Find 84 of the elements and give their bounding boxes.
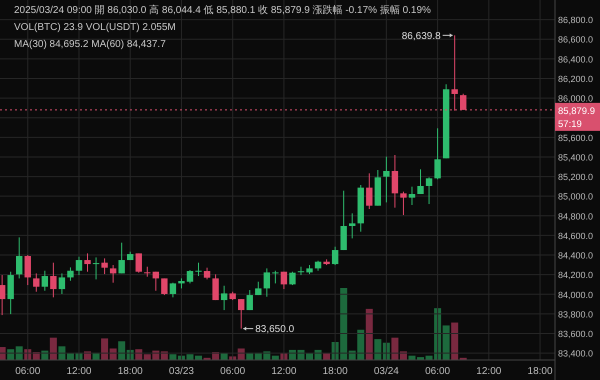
annotation: 2025/03/24 09:00 開 86,030.0 高 86,044.4 低 85,880.1 收 85,879.9 漲跌幅 -0.17% 振幅 0.19% xyxy=(14,4,432,16)
bar xyxy=(220,354,228,360)
bar xyxy=(366,308,373,360)
candlestick xyxy=(426,176,432,205)
candlestick xyxy=(0,274,6,316)
y-tick-label: 84,400.0 xyxy=(558,250,594,261)
annotation: MA(30) 84,695.2 MA(60) 84,437.7 xyxy=(14,39,166,50)
candlestick xyxy=(264,268,270,298)
candlestick xyxy=(76,256,82,276)
candlestick xyxy=(195,262,202,277)
candlestick xyxy=(178,278,185,289)
candlestick xyxy=(136,252,142,274)
candlestick xyxy=(170,282,176,298)
candlestick xyxy=(204,267,210,280)
candlestick xyxy=(67,266,74,282)
candlestick xyxy=(220,285,228,311)
y-tick-label: 86,600.0 xyxy=(558,34,594,45)
y-tick-label: 85,200.0 xyxy=(558,172,594,182)
y-tick-label: 86,000.0 xyxy=(558,94,594,104)
x-tick-label: 12:00 xyxy=(476,366,502,377)
candlestick xyxy=(349,212,356,239)
candlestick xyxy=(161,278,168,296)
y-tick-label: 86,400.0 xyxy=(558,54,594,64)
y-tick-label: 84,200.0 xyxy=(558,270,594,280)
y-tick-label: 83,400.0 xyxy=(558,348,594,359)
annotation: 83,650.0 xyxy=(255,324,295,336)
candlestick xyxy=(434,128,441,180)
candlestick xyxy=(289,271,296,286)
candlestick xyxy=(50,262,57,298)
candlestick xyxy=(33,272,40,292)
candlestick xyxy=(144,266,150,278)
candlestick xyxy=(152,271,160,292)
candlestick xyxy=(332,246,338,266)
x-tick-label: 12:00 xyxy=(271,366,297,377)
candlestick xyxy=(246,290,253,311)
ref-line-label: 85,879.9 xyxy=(558,106,595,117)
candlestick xyxy=(212,274,219,301)
candlestick xyxy=(366,172,372,210)
y-tick-label: 86,200.0 xyxy=(558,74,594,84)
candlestick xyxy=(298,266,304,276)
x-tick-label: 06:00 xyxy=(15,366,41,377)
y-tick-label: 84,000.0 xyxy=(558,290,594,300)
x-tick-label: 06:00 xyxy=(220,366,246,377)
y-tick-label: 86,800.0 xyxy=(558,15,594,26)
candlestick xyxy=(84,252,91,272)
candlestick xyxy=(417,168,424,195)
y-tick-label: 83,600.0 xyxy=(558,329,594,340)
y-tick-label: 84,800.0 xyxy=(558,211,594,222)
y-tick-label: 85,600.0 xyxy=(558,132,594,143)
bar xyxy=(50,338,57,360)
candlestick xyxy=(58,272,66,294)
y-tick-label: 84,600.0 xyxy=(558,230,594,241)
x-tick-label: 06:00 xyxy=(425,366,451,377)
candlestick xyxy=(42,270,48,292)
x-tick-label: 18:00 xyxy=(528,366,554,377)
y-tick-label: 85,400.0 xyxy=(558,152,594,162)
annotation: 86,639.8 xyxy=(402,30,442,42)
candlestick xyxy=(408,186,416,206)
x-tick-label: 12:00 xyxy=(66,366,92,377)
candlestick xyxy=(101,258,108,275)
candlestick xyxy=(392,154,398,208)
candlestick xyxy=(92,256,100,280)
candlestick xyxy=(255,281,262,296)
x-tick-label: 03/23 xyxy=(168,366,194,377)
y-tick-label: 83,800.0 xyxy=(558,309,594,320)
candlestick xyxy=(383,156,390,203)
x-tick-label: 18:00 xyxy=(118,366,144,377)
bar xyxy=(357,330,364,360)
bar xyxy=(323,354,330,360)
candlestick xyxy=(280,271,288,290)
x-tick-label: 18:00 xyxy=(322,366,348,377)
candlestick xyxy=(118,242,125,274)
candlestick xyxy=(314,260,322,272)
candlestick xyxy=(272,270,279,284)
text: 57:19 xyxy=(558,118,582,130)
x-tick-label: 03/24 xyxy=(374,366,400,377)
candlestick xyxy=(110,264,116,284)
candlestick xyxy=(400,191,407,216)
annotation: VOL(BTC) 23.9 VOL(USDT) 2.055M xyxy=(14,22,176,33)
candlestick xyxy=(16,236,22,279)
candlestick xyxy=(186,270,194,284)
candlestick xyxy=(306,264,313,275)
y-tick-label: 85,000.0 xyxy=(558,192,594,202)
candlestick xyxy=(24,254,31,286)
